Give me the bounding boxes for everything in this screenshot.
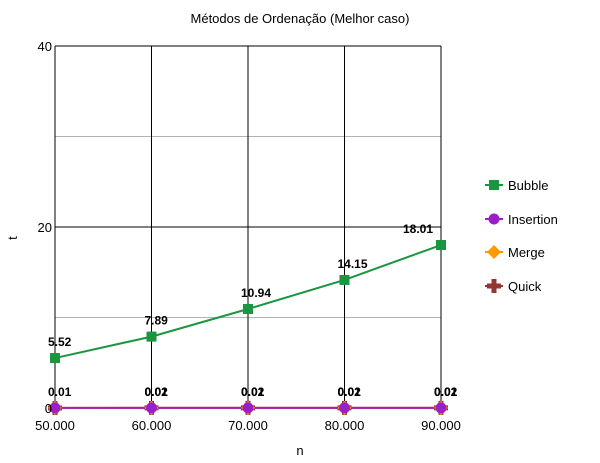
data-label-insertion: 0.01 (338, 385, 362, 399)
data-label-quick: 0.01 (241, 385, 265, 399)
marker-bubble (50, 353, 60, 364)
data-label-bubble: 5.52 (48, 335, 72, 349)
data-label-quick: 0.01 (338, 385, 362, 399)
markers (48, 240, 448, 415)
data-label-insertion: 0.01 (48, 385, 72, 399)
marker-bubble (339, 274, 350, 285)
legend-marker-insertion (488, 213, 500, 225)
legend-label-insertion: Insertion (508, 212, 558, 227)
data-label-quick: 0.01 (145, 385, 169, 399)
x-tick-label: 80.000 (325, 418, 365, 433)
ticks: 0 20 40 50.000 60.000 70.000 80.000 90.000 (35, 39, 461, 433)
y-tick-label: 0 (45, 401, 52, 416)
marker-bubble (243, 303, 253, 314)
data-label-merge: 0.02 (338, 385, 362, 399)
y-tick-label: 20 (38, 220, 52, 235)
x-tick-label: 60.000 (132, 418, 172, 433)
marker-insertion (49, 402, 61, 414)
y-axis-label: t (5, 236, 20, 240)
x-tick-label: 70.000 (228, 418, 268, 433)
x-axis-label: n (296, 443, 303, 458)
legend-marker-quick (487, 279, 501, 293)
marker-bubble (436, 240, 446, 251)
marker-bubble (146, 331, 157, 342)
data-label-quick: 0.01 (434, 385, 458, 399)
data-label-bubble: 18.01 (403, 222, 433, 236)
legend: Bubble Insertion Merge Quick (485, 178, 558, 294)
data-label-bubble: 10.94 (241, 286, 271, 300)
x-tick-label: 90.000 (421, 418, 461, 433)
legend-label-merge: Merge (508, 245, 545, 260)
data-label-insertion: 0.01 (145, 385, 169, 399)
data-label-insertion: 0.01 (434, 385, 458, 399)
data-label-merge: 0.02 (145, 385, 169, 399)
marker-insertion (146, 402, 157, 414)
marker-insertion (435, 402, 447, 414)
legend-marker-bubble (489, 180, 499, 190)
x-tick-label: 50.000 (35, 418, 75, 433)
legend-label-bubble: Bubble (508, 178, 548, 193)
data-label-bubble: 7.89 (145, 314, 169, 328)
data-label-merge: 0.02 (434, 385, 458, 399)
chart-title: Métodos de Ordenação (Melhor caso) (191, 11, 410, 26)
legend-label-quick: Quick (508, 279, 542, 294)
y-tick-label: 40 (38, 39, 52, 54)
data-label-bubble: 14.15 (338, 257, 368, 271)
marker-insertion (339, 402, 350, 414)
legend-marker-merge (487, 245, 501, 259)
grid (54, 45, 442, 409)
data-label-merge: 0.02 (241, 385, 265, 399)
marker-insertion (242, 402, 254, 414)
data-label-insertion: 0.01 (241, 385, 265, 399)
